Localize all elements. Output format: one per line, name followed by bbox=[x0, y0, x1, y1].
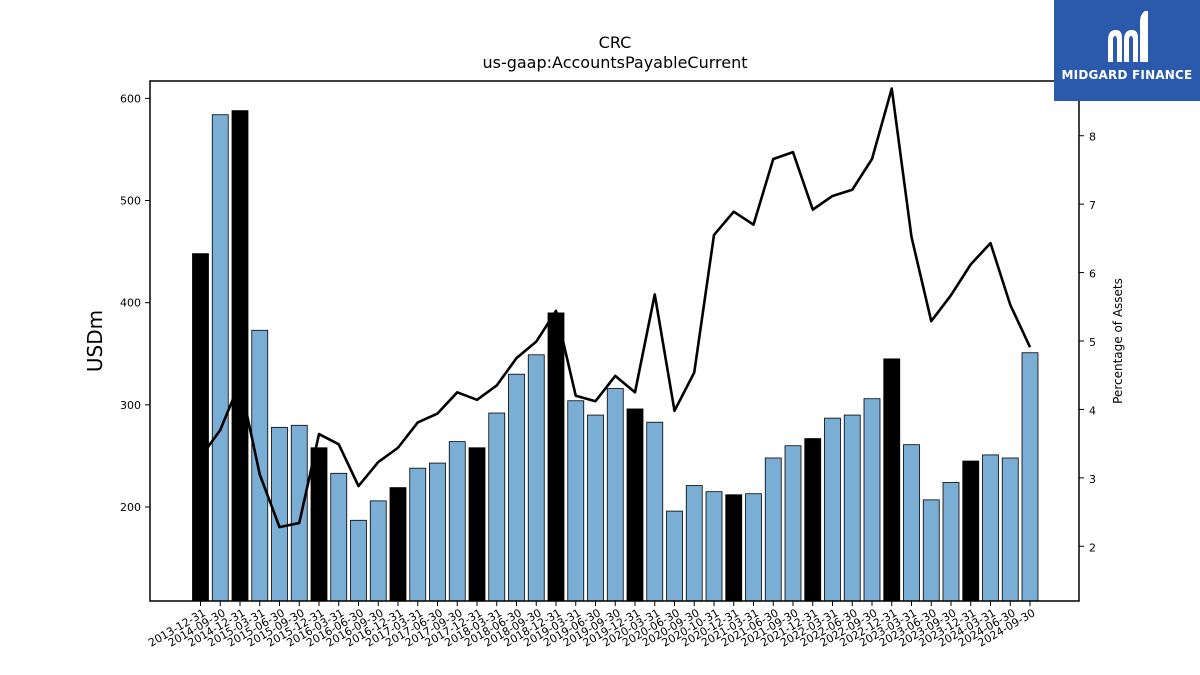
bar bbox=[409, 467, 427, 602]
bar bbox=[982, 454, 999, 602]
bar bbox=[251, 329, 269, 602]
bar bbox=[804, 438, 822, 602]
y-axis-label: USDm bbox=[83, 310, 107, 372]
bar bbox=[606, 388, 624, 602]
bar bbox=[508, 373, 525, 602]
y2-tick-label: 2 bbox=[1089, 541, 1096, 554]
y2-tick-label: 3 bbox=[1089, 473, 1096, 486]
line-layer bbox=[199, 87, 1032, 529]
brand-logo: MIDGARD FINANCE bbox=[1054, 0, 1200, 101]
y2-tick-label: 5 bbox=[1089, 336, 1096, 349]
bar bbox=[567, 400, 585, 602]
x-axis: 2013-12-312014-09-302014-12-312015-03-31… bbox=[146, 601, 1038, 650]
bar bbox=[646, 421, 664, 602]
y-axis-left: 200 300 400 500 600 bbox=[120, 92, 150, 514]
bar bbox=[488, 412, 506, 602]
y-tick-label: 400 bbox=[120, 297, 141, 310]
bar bbox=[310, 447, 328, 602]
y2-tick-label: 8 bbox=[1089, 131, 1096, 144]
brand-name: MIDGARD FINANCE bbox=[1061, 68, 1193, 82]
bar bbox=[448, 441, 466, 602]
bar bbox=[350, 519, 367, 602]
y2-axis-label: Percentage of Assets bbox=[1111, 278, 1125, 404]
bar bbox=[1021, 352, 1039, 602]
bar bbox=[962, 460, 980, 602]
bar bbox=[685, 485, 703, 602]
bar bbox=[784, 445, 802, 602]
bar bbox=[863, 398, 881, 602]
bar bbox=[903, 444, 920, 602]
bar bbox=[389, 487, 407, 602]
bar bbox=[626, 408, 644, 602]
y-tick-label: 300 bbox=[120, 399, 141, 412]
bar bbox=[527, 354, 545, 602]
bar bbox=[369, 500, 387, 602]
bar bbox=[1001, 457, 1019, 602]
bar bbox=[211, 114, 229, 602]
y2-tick-label: 7 bbox=[1089, 199, 1096, 212]
bar bbox=[666, 510, 683, 602]
bar bbox=[745, 493, 762, 602]
bar bbox=[468, 447, 486, 602]
y-axis-right: 2 3 4 5 6 7 8 bbox=[1079, 131, 1096, 554]
bar bbox=[843, 414, 861, 602]
bar bbox=[587, 414, 604, 602]
bar bbox=[192, 253, 209, 602]
chart-subtitle: us-gaap:AccountsPayableCurrent bbox=[482, 53, 747, 72]
bar bbox=[824, 417, 841, 602]
chart-title: CRC bbox=[599, 33, 632, 52]
logo-mark-icon bbox=[1108, 11, 1148, 62]
bar bbox=[942, 482, 960, 602]
percentage-line bbox=[199, 87, 1032, 529]
bar bbox=[429, 462, 446, 602]
y-tick-label: 200 bbox=[120, 501, 141, 514]
bar-group bbox=[192, 110, 1039, 602]
bar bbox=[705, 491, 723, 602]
bar bbox=[547, 312, 565, 602]
y-tick-label: 500 bbox=[120, 195, 141, 208]
bar bbox=[290, 424, 308, 602]
bar bbox=[883, 358, 901, 602]
y2-tick-label: 6 bbox=[1089, 268, 1096, 281]
bar bbox=[231, 110, 249, 602]
bar bbox=[922, 499, 940, 602]
bar bbox=[764, 457, 782, 602]
y2-tick-label: 4 bbox=[1089, 404, 1096, 417]
bar bbox=[725, 494, 743, 602]
y-tick-label: 600 bbox=[120, 92, 141, 105]
bar bbox=[330, 472, 348, 602]
